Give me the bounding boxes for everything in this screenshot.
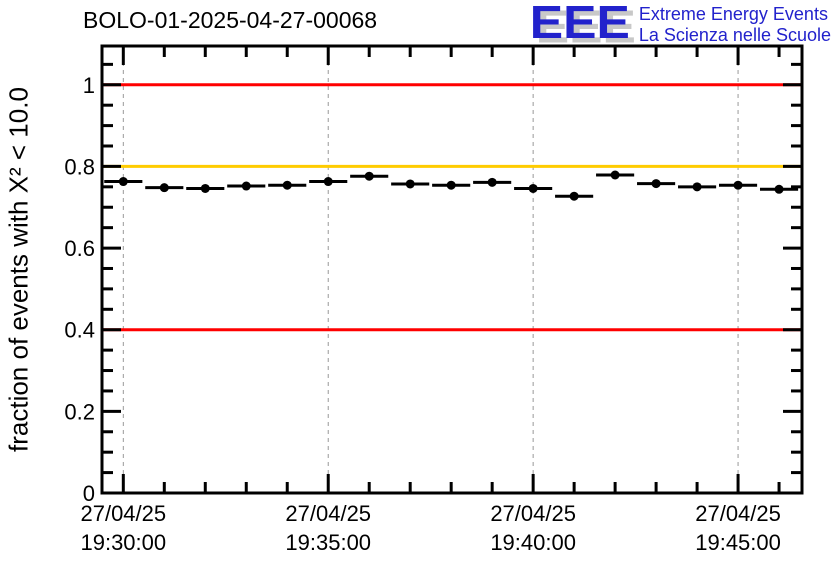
y-tick-label: 0 — [83, 481, 95, 506]
data-point — [323, 177, 333, 187]
y-tick-label: 0.4 — [64, 318, 95, 343]
y-tick-label: 1 — [83, 73, 95, 98]
y-tick-label: 0.6 — [64, 236, 95, 261]
data-point — [651, 179, 661, 189]
data-point — [528, 183, 538, 193]
eee-logo: EEE Extreme Energy Events La Scienza nel… — [529, 0, 831, 49]
x-axis-labels: 27/04/25 19:30:00 27/04/25 19:35:00 27/04/25… — [80, 501, 780, 555]
eee-logo-tagline: Extreme Energy Events La Scienza nelle S… — [639, 2, 831, 46]
eee-logo-acronym: EEE — [529, 0, 630, 49]
y-axis-labels: 0 0.2 0.4 0.6 0.8 1 — [64, 73, 95, 506]
axis-ticks — [102, 46, 802, 493]
eee-logo-tagline-line1: Extreme Energy Events — [638, 4, 828, 24]
data-point — [692, 182, 702, 192]
data-point — [774, 184, 784, 194]
x-tick-time: 19:30:00 — [80, 530, 166, 555]
data-point — [282, 180, 292, 190]
x-tick-date: 27/04/25 — [490, 501, 576, 526]
page-title: BOLO-01-2025-04-27-00068 — [83, 7, 378, 33]
x-tick-time: 19:45:00 — [695, 530, 781, 555]
data-point — [241, 181, 251, 191]
y-tick-label: 0.8 — [64, 154, 95, 179]
data-point — [733, 180, 743, 190]
data-point — [118, 177, 128, 187]
data-point — [405, 179, 415, 189]
y-tick-label: 0.2 — [64, 399, 95, 424]
data-point — [487, 177, 497, 187]
x-tick-date: 27/04/25 — [695, 501, 781, 526]
plot-frame — [100, 44, 804, 495]
eee-logo-tagline-line2: La Scienza nelle Scuole — [638, 25, 831, 45]
data-point — [569, 191, 579, 201]
data-point — [446, 180, 456, 190]
data-point — [200, 183, 210, 193]
data-point — [364, 171, 374, 181]
x-tick-date: 27/04/25 — [285, 501, 371, 526]
x-tick-time: 19:35:00 — [285, 530, 371, 555]
reference-lines — [102, 83, 802, 332]
gridlines — [122, 46, 739, 493]
x-tick-time: 19:40:00 — [490, 530, 576, 555]
data-series — [104, 170, 799, 201]
data-point — [610, 170, 620, 180]
x-tick-date: 27/04/25 — [80, 501, 166, 526]
data-point — [159, 183, 169, 193]
